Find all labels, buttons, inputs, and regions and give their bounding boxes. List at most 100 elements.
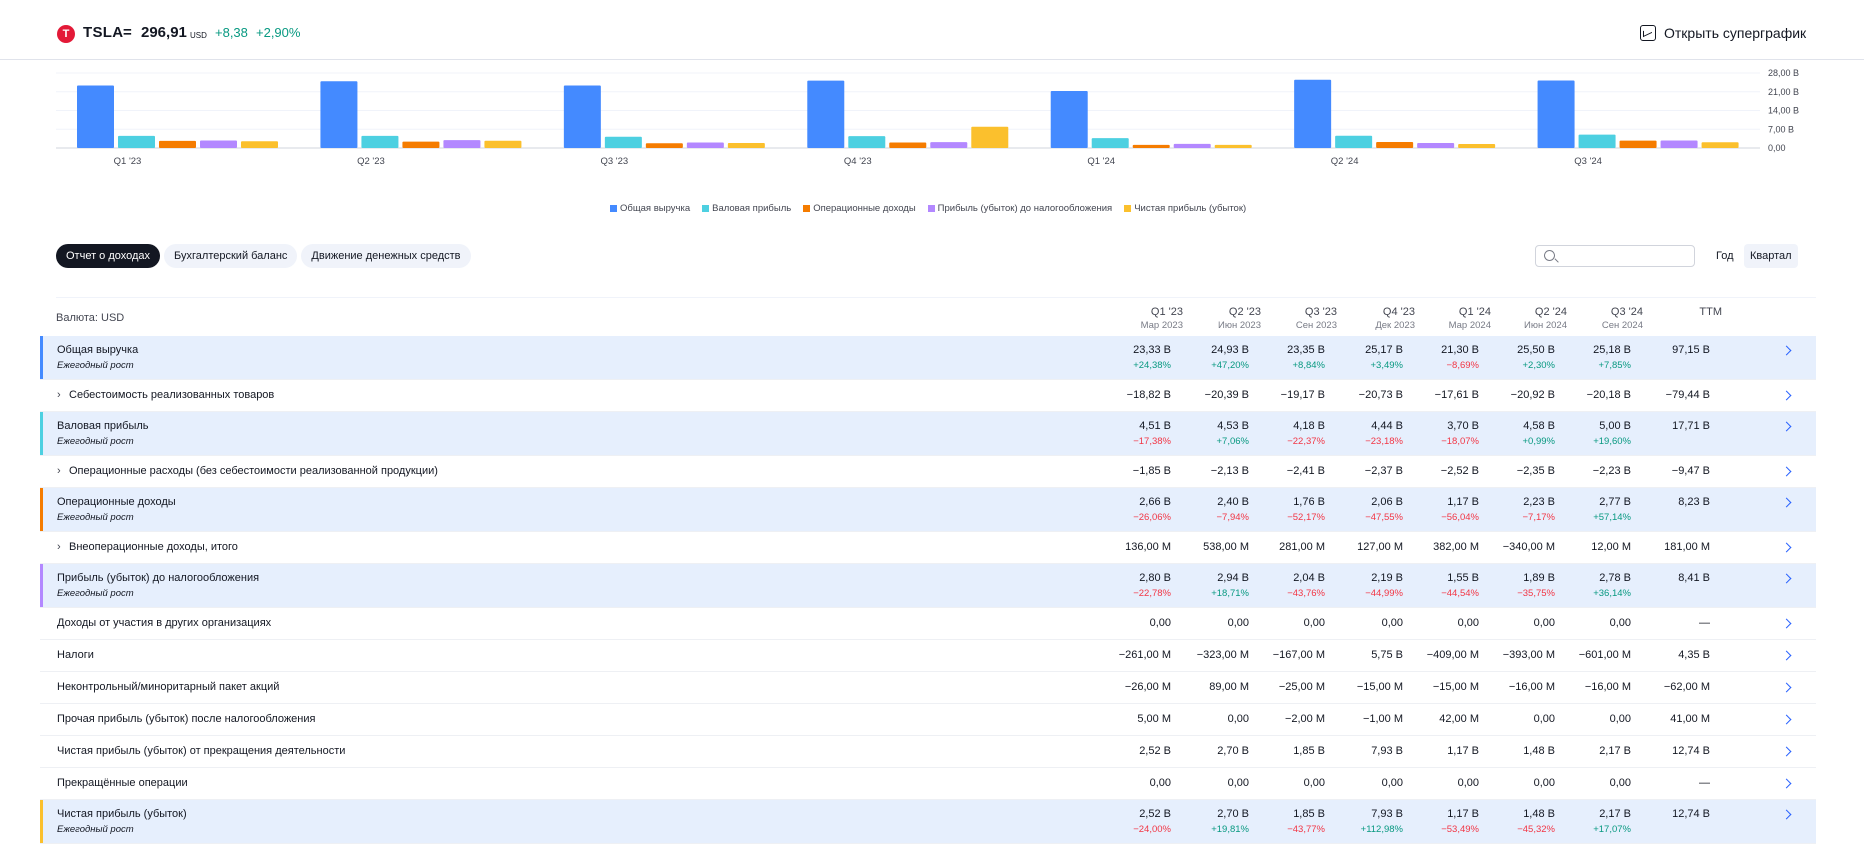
row-details-chevron-icon[interactable]	[1781, 617, 1793, 631]
chart-bar[interactable]	[1376, 142, 1414, 148]
table-row[interactable]: Операционные доходы Ежегодный рост 2,66 B 2…	[40, 488, 1816, 532]
tab-cash-flow[interactable]: Движение денежных средств	[301, 244, 471, 268]
chart-bar[interactable]	[200, 140, 237, 149]
cell-value: −26,00 M	[1124, 681, 1171, 693]
table-row[interactable]: Неконтрольный/миноритарный пакет акций −2…	[40, 672, 1816, 704]
legend-item[interactable]: Чистая прибыль (убыток)	[1124, 203, 1246, 214]
search-icon	[1544, 250, 1555, 261]
row-details-chevron-icon[interactable]	[1781, 465, 1793, 479]
period-year-button[interactable]: Год	[1716, 250, 1734, 262]
chart-bar[interactable]	[1132, 144, 1170, 148]
cell-value: 89,00 M	[1209, 681, 1249, 693]
table-row[interactable]: Валовая прибыль Ежегодный рост 4,51 B 4,53 …	[40, 412, 1816, 456]
table-row[interactable]: Чистая прибыль (убыток) от прекращения д…	[40, 736, 1816, 768]
table-row[interactable]: Общая выручка Ежегодный рост 23,33 B 24,93 …	[40, 336, 1816, 380]
cell-growth: +36,14%	[1593, 588, 1631, 599]
cell-value: −2,23 B	[1592, 465, 1631, 477]
table-row[interactable]: Прибыль (убыток) до налогообложения Ежего…	[40, 564, 1816, 608]
chart-bar[interactable]	[807, 80, 845, 148]
row-details-chevron-icon[interactable]	[1781, 777, 1793, 791]
chart-bar[interactable]	[645, 143, 683, 148]
chart-bar[interactable]	[1458, 144, 1496, 148]
chart-bar[interactable]	[320, 81, 358, 148]
column-header-quarter: Q2 '24	[1534, 306, 1567, 318]
row-details-chevron-icon[interactable]	[1781, 745, 1793, 759]
chart-bar[interactable]	[727, 143, 765, 148]
expand-chevron-icon[interactable]: ›	[57, 541, 61, 553]
row-details-chevron-icon[interactable]	[1781, 681, 1793, 695]
search-input[interactable]	[1535, 245, 1695, 267]
tab-balance-sheet[interactable]: Бухгалтерский баланс	[164, 244, 298, 268]
cell-value: 0,00	[1533, 713, 1555, 725]
chart-bar[interactable]	[484, 140, 522, 148]
row-details-chevron-icon[interactable]	[1781, 713, 1793, 727]
table-row[interactable]: › Операционные расходы (без себестоимости…	[40, 456, 1816, 488]
cell-value: 0,00	[1457, 617, 1479, 629]
cell-value: 0,00	[1303, 777, 1325, 789]
chart-bar[interactable]	[1091, 138, 1129, 148]
chart-bar[interactable]	[1660, 140, 1698, 148]
expand-chevron-icon[interactable]: ›	[57, 465, 61, 477]
yoy-growth-label: Ежегодный рост	[57, 436, 134, 447]
table-row[interactable]: Прочая прибыль (убыток) после налогообло…	[40, 704, 1816, 736]
chart-bar[interactable]	[1050, 90, 1088, 148]
table-row[interactable]: › Внеоперационные доходы, итого 136,00 M 53…	[40, 532, 1816, 564]
row-label[interactable]: › Внеоперационные доходы, итого	[57, 541, 238, 553]
cell-value: 0,00	[1227, 713, 1249, 725]
cell-growth: −35,75%	[1517, 588, 1555, 599]
cell-value: 21,30 B	[1441, 344, 1479, 356]
chart-bar[interactable]	[604, 136, 642, 148]
chart-bar[interactable]	[443, 140, 481, 148]
legend-item[interactable]: Валовая прибыль	[702, 203, 791, 214]
row-label[interactable]: › Себестоимость реализованных товаров	[57, 389, 275, 401]
cell-value: 0,00	[1457, 777, 1479, 789]
row-details-chevron-icon[interactable]	[1781, 572, 1793, 586]
legend-item[interactable]: Общая выручка	[610, 203, 690, 214]
row-label[interactable]: › Операционные расходы (без себестоимости…	[57, 465, 438, 477]
chart-bar[interactable]	[971, 126, 1009, 148]
row-details-chevron-icon[interactable]	[1781, 420, 1793, 434]
chart-bar[interactable]	[889, 142, 927, 148]
chart-bar[interactable]	[1619, 140, 1657, 148]
chart-bar[interactable]	[848, 136, 886, 148]
open-superchart-button[interactable]: Открыть суперграфик	[1640, 22, 1806, 44]
chart-bar[interactable]	[1578, 134, 1616, 148]
row-details-chevron-icon[interactable]	[1781, 344, 1793, 358]
chart-bar[interactable]	[159, 140, 196, 148]
row-details-chevron-icon[interactable]	[1781, 808, 1793, 822]
chart-bar[interactable]	[686, 142, 724, 148]
table-row[interactable]: Прекращённые операции 0,00 0,00 0,00 0,00 0,0…	[40, 768, 1816, 800]
chart-bar[interactable]	[930, 142, 968, 148]
legend-item[interactable]: Прибыль (убыток) до налогообложения	[927, 203, 1112, 214]
expand-chevron-icon[interactable]: ›	[57, 389, 61, 401]
tab-income-statement[interactable]: Отчет о доходах	[56, 244, 161, 268]
chart-bar[interactable]	[77, 85, 114, 148]
ticker-symbol[interactable]: TSLA	[83, 24, 124, 41]
cell-growth: +0,99%	[1522, 436, 1556, 447]
table-row[interactable]: Доходы от участия в других организациях 0…	[40, 608, 1816, 640]
legend-item[interactable]: Операционные доходы	[803, 203, 916, 214]
cell-value: −16,00 M	[1508, 681, 1555, 693]
table-row[interactable]: Чистая прибыль (убыток) Ежегодный рост 2,5…	[40, 800, 1816, 844]
period-quarter-button[interactable]: Квартал	[1744, 244, 1798, 268]
chart-bar[interactable]	[1214, 144, 1252, 148]
chart-bar[interactable]	[241, 141, 278, 148]
chart-bar[interactable]	[1294, 79, 1332, 148]
chart-bar[interactable]	[361, 135, 399, 148]
row-details-chevron-icon[interactable]	[1781, 649, 1793, 663]
chart-bar[interactable]	[1173, 143, 1211, 148]
chart-bar[interactable]	[563, 85, 601, 148]
chart-bar[interactable]	[1701, 142, 1739, 148]
chart-bar[interactable]	[1417, 142, 1455, 148]
table-row[interactable]: › Себестоимость реализованных товаров −18,…	[40, 380, 1816, 412]
chart-bar[interactable]	[118, 135, 155, 148]
row-details-chevron-icon[interactable]	[1781, 389, 1793, 403]
cell-value: −20,73 B	[1358, 389, 1403, 401]
cell-value: −1,00 M	[1362, 713, 1403, 725]
row-details-chevron-icon[interactable]	[1781, 496, 1793, 510]
table-row[interactable]: Налоги −261,00 M −323,00 M −167,00 M 5,75 B −…	[40, 640, 1816, 672]
chart-bar[interactable]	[1335, 135, 1373, 148]
chart-bar[interactable]	[1537, 80, 1575, 148]
row-details-chevron-icon[interactable]	[1781, 541, 1793, 555]
chart-bar[interactable]	[402, 141, 440, 148]
